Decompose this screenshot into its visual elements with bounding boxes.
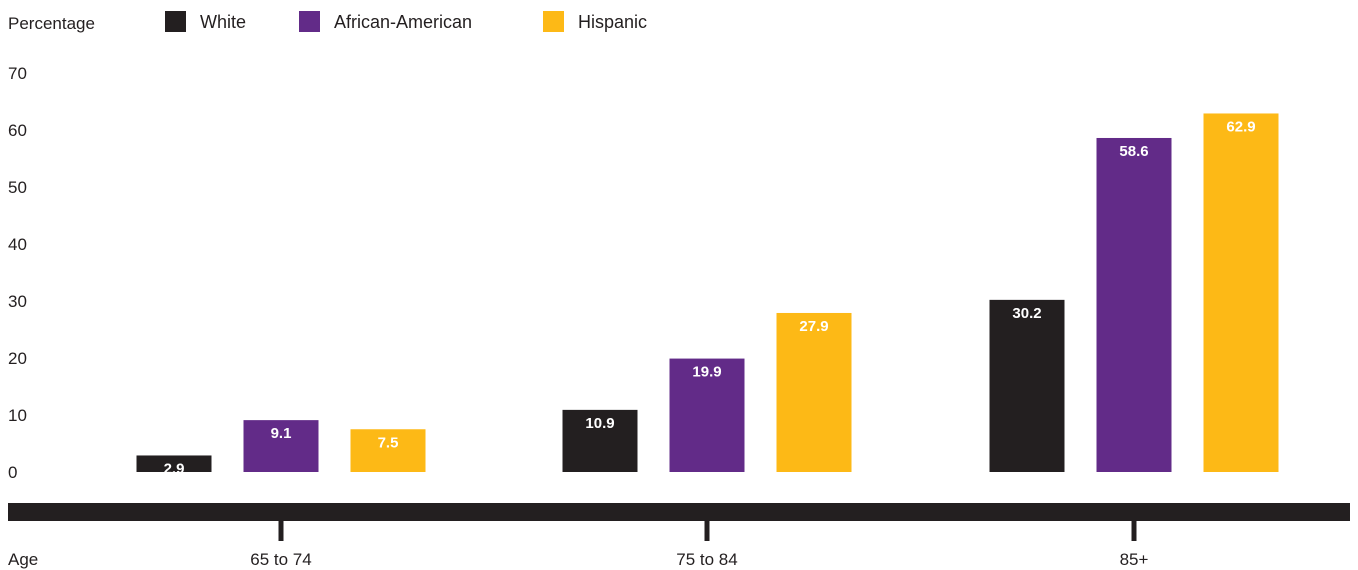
y-tick-label: 20 bbox=[8, 349, 27, 368]
bar-value-label: 10.9 bbox=[585, 415, 614, 432]
bar bbox=[350, 429, 426, 472]
legend-label: African-American bbox=[334, 12, 472, 32]
bar-value-label: 7.5 bbox=[378, 434, 399, 451]
x-tick-mark bbox=[1131, 521, 1137, 541]
x-axis-bar bbox=[8, 503, 1350, 521]
x-tick-label: 75 to 84 bbox=[676, 550, 737, 569]
bar-value-label: 19.9 bbox=[692, 364, 721, 381]
bar bbox=[989, 299, 1065, 472]
bar-value-label: 30.2 bbox=[1012, 305, 1041, 322]
x-axis-ticks: 65 to 74 75 to 84 85+ bbox=[250, 521, 1148, 569]
legend-label: Hispanic bbox=[578, 12, 647, 32]
y-tick-label: 30 bbox=[8, 292, 27, 311]
bar-value-label: 2.9 bbox=[164, 460, 185, 477]
bar bbox=[1096, 137, 1172, 473]
x-tick-label: 65 to 74 bbox=[250, 550, 311, 569]
bar-value-label: 58.6 bbox=[1119, 143, 1148, 160]
y-tick-label: 50 bbox=[8, 178, 27, 197]
bars: 2.9 10.9 30.2 9.1 19.9 58.6 7.5 27.9 62.9 bbox=[136, 113, 1279, 477]
legend-swatch bbox=[165, 11, 186, 32]
y-axis-ticks: 0 10 20 30 40 50 60 70 bbox=[8, 64, 27, 482]
bar-value-label: 62.9 bbox=[1226, 118, 1255, 135]
y-tick-label: 60 bbox=[8, 121, 27, 140]
y-tick-label: 10 bbox=[8, 406, 27, 425]
bar bbox=[776, 312, 852, 472]
bar bbox=[562, 409, 638, 472]
legend: White African-American Hispanic bbox=[165, 11, 647, 32]
y-tick-label: 70 bbox=[8, 64, 27, 83]
bar bbox=[669, 358, 745, 472]
legend-swatch bbox=[543, 11, 564, 32]
x-tick-label: 85+ bbox=[1120, 550, 1149, 569]
x-tick-mark bbox=[704, 521, 710, 541]
x-axis-label: Age bbox=[8, 550, 38, 569]
legend-swatch bbox=[299, 11, 320, 32]
y-axis-label: Percentage bbox=[8, 14, 95, 33]
bar bbox=[136, 455, 212, 472]
y-tick-label: 0 bbox=[8, 463, 17, 482]
bar-value-label: 9.1 bbox=[271, 425, 292, 442]
bar bbox=[243, 420, 319, 472]
bar bbox=[1203, 113, 1279, 472]
bar-value-label: 27.9 bbox=[799, 318, 828, 335]
x-tick-mark bbox=[278, 521, 284, 541]
y-tick-label: 40 bbox=[8, 235, 27, 254]
legend-label: White bbox=[200, 12, 246, 32]
